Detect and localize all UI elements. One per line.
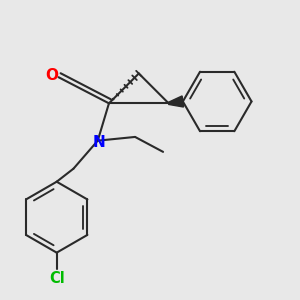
- Text: O: O: [45, 68, 58, 83]
- Text: N: N: [92, 135, 105, 150]
- Polygon shape: [169, 96, 184, 107]
- Text: Cl: Cl: [49, 271, 64, 286]
